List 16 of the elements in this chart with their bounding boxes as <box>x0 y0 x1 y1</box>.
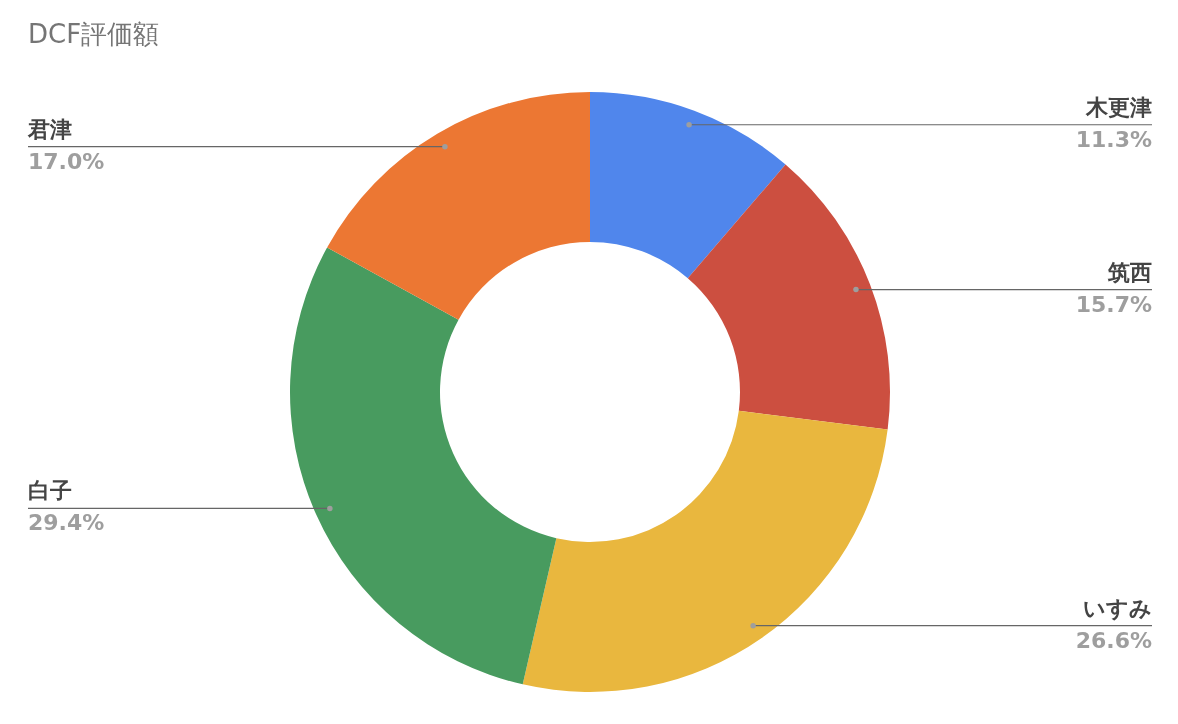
data-label: 17.0% <box>28 148 105 174</box>
chart-title: DCF評価額 <box>28 19 160 49</box>
donut-slice <box>290 247 557 685</box>
data-label: 11.3% <box>1075 126 1152 152</box>
donut-slice <box>590 92 786 279</box>
slice-label: いすみ <box>1083 595 1152 621</box>
slice-label: 筑西 <box>1107 259 1152 285</box>
slice-label: 白子 <box>28 478 72 504</box>
data-label: 26.6% <box>1075 627 1152 653</box>
donut-slice <box>522 410 888 692</box>
slice-label: 君津 <box>27 116 72 142</box>
data-label: 15.7% <box>1075 291 1152 317</box>
donut-slice <box>327 92 590 320</box>
donut-slice <box>687 164 890 430</box>
slice-label: 木更津 <box>1085 94 1152 120</box>
data-label: 29.4% <box>28 510 105 536</box>
